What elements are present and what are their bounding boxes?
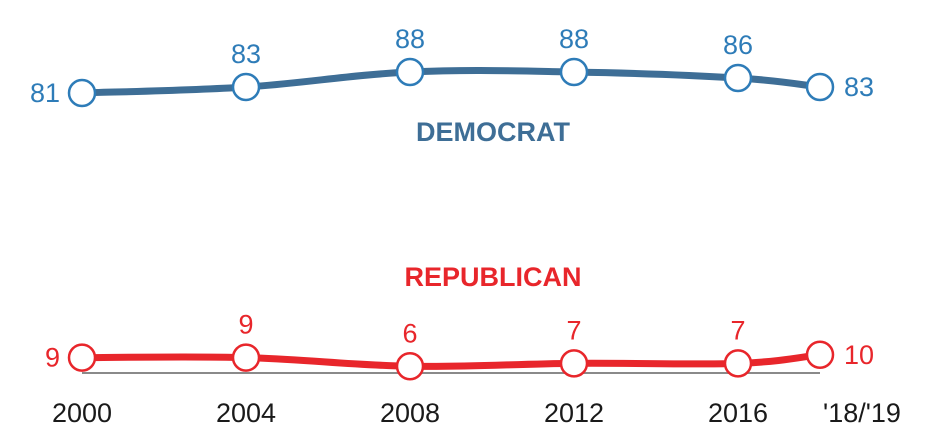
x-tick-label: 2008 [380, 398, 440, 428]
dem-value-label: 83 [231, 39, 261, 69]
rep-value-label: 7 [566, 315, 581, 345]
x-tick-label: 2012 [544, 398, 604, 428]
x-tick-label: '18/'19 [823, 398, 901, 428]
dem-value-label: 88 [395, 24, 425, 54]
republican-markers [67, 340, 835, 381]
rep-marker [231, 343, 261, 372]
democrat-line [78, 67, 824, 97]
rep-marker [805, 340, 835, 369]
x-tick-label: 2016 [708, 398, 768, 428]
republican-series-label: REPUBLICAN [404, 262, 581, 292]
rep-value-label: 9 [238, 310, 253, 340]
rep-marker [723, 349, 753, 378]
republican-value-labels: 9 9 6 7 7 10 [45, 310, 874, 373]
democrat-series-label: DEMOCRAT [416, 117, 570, 147]
republican-series: 9 9 6 7 7 10 REPUBLICAN [45, 262, 874, 381]
x-axis-tick-labels: 2000 2004 2008 2012 2016 '18/'19 [52, 398, 901, 428]
dem-marker [559, 57, 589, 87]
dem-marker [723, 63, 753, 93]
dem-marker [805, 72, 835, 102]
dem-marker [67, 78, 97, 108]
rep-marker [559, 349, 589, 378]
dem-marker [395, 57, 425, 87]
dem-value-label: 88 [559, 24, 589, 54]
rep-value-label: 7 [730, 315, 745, 345]
rep-value-label: 9 [45, 343, 60, 373]
dem-marker [231, 72, 261, 102]
democrat-markers [67, 57, 835, 108]
democrat-value-labels: 81 83 88 88 86 83 [30, 24, 874, 108]
x-tick-label: 2004 [216, 398, 276, 428]
x-tick-label: 2000 [52, 398, 112, 428]
dem-value-label: 83 [844, 72, 874, 102]
dem-value-label: 81 [30, 78, 60, 108]
rep-value-label: 6 [402, 318, 417, 348]
democrat-series: 81 83 88 88 86 83 DEMOCRAT [30, 24, 874, 147]
rep-marker [67, 343, 97, 372]
rep-value-label: 10 [844, 340, 874, 370]
republican-line [78, 351, 824, 370]
rep-marker [395, 352, 425, 381]
dem-value-label: 86 [723, 30, 753, 60]
